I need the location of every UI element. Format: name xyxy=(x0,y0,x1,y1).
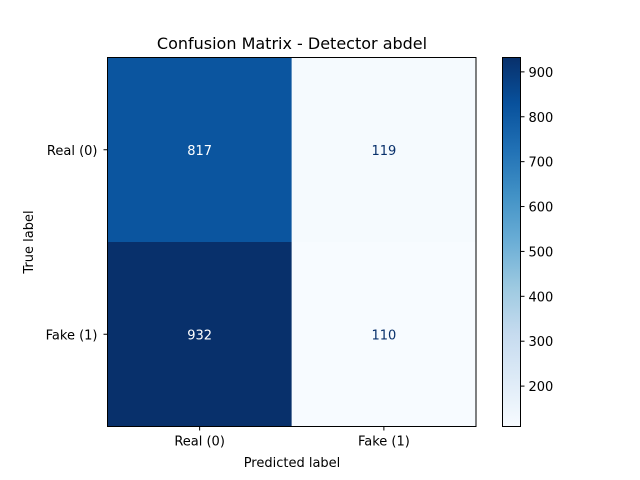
y-axis-label: True label xyxy=(22,210,37,274)
colorbar-tick-label: 400 xyxy=(529,290,554,305)
y-axis-ticks: Real (0) Fake (1) xyxy=(46,144,108,343)
colorbar-tick-label: 800 xyxy=(529,111,554,126)
colorbar-tick-label: 900 xyxy=(529,66,554,81)
colorbar-tick-label: 500 xyxy=(529,245,554,260)
colorbar-tick-label: 700 xyxy=(529,156,554,171)
colorbar-tick-label: 300 xyxy=(529,335,554,350)
heatmap-cells xyxy=(107,57,476,427)
plot-frame xyxy=(107,57,477,427)
cell-value-label: 817 xyxy=(187,144,212,159)
heatmap-cell xyxy=(107,57,292,242)
colorbar-tick-label: 600 xyxy=(529,201,554,216)
x-axis-label: Predicted label xyxy=(244,456,341,471)
x-tick-label: Real (0) xyxy=(174,435,225,450)
x-axis-ticks: Real (0) Fake (1) xyxy=(174,426,410,450)
heatmap-cell-labels: 817 119 932 110 xyxy=(187,144,396,344)
y-tick-label: Real (0) xyxy=(47,144,98,159)
chart-title: Confusion Matrix - Detector abdel xyxy=(157,34,427,53)
heatmap-cell xyxy=(107,242,292,427)
cell-value-label: 119 xyxy=(371,144,396,159)
cell-value-label: 932 xyxy=(187,328,212,343)
colorbar-tick-label: 200 xyxy=(529,380,554,395)
colorbar-ticks: 200 300 400 500 600 700 800 900 xyxy=(520,66,554,395)
cell-value-label: 110 xyxy=(371,328,396,343)
heatmap-cell xyxy=(291,57,476,242)
heatmap-cell xyxy=(291,242,476,427)
colorbar xyxy=(502,57,521,427)
x-tick-label: Fake (1) xyxy=(358,435,410,450)
y-tick-label: Fake (1) xyxy=(46,328,98,343)
